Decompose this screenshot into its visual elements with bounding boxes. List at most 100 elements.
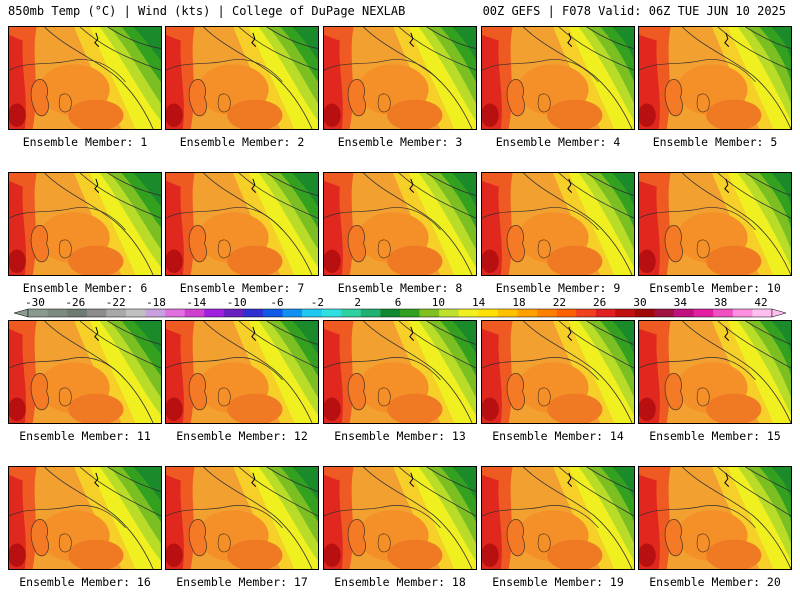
temperature-map	[639, 467, 791, 569]
colorbar-swatch	[28, 309, 48, 317]
ensemble-member-label: Ensemble Member: 8	[337, 281, 463, 295]
colorbar-swatch	[693, 309, 714, 317]
colorbar-tick-label: -22	[106, 296, 126, 309]
temperature-map	[324, 173, 476, 275]
colorbar-swatch	[86, 309, 107, 317]
colorbar-swatch	[106, 309, 127, 317]
colorbar-swatch	[47, 309, 68, 317]
colorbar-swatch	[223, 309, 244, 317]
ensemble-member-label: Ensemble Member: 13	[334, 429, 466, 443]
temperature-colorbar: -30 -26 -22 -18 -14 -10 -6 -2 2 6 10 14 18 22 26 30 34 38…	[13, 296, 787, 318]
temperature-map	[482, 173, 634, 275]
colorbar-swatch	[595, 309, 616, 317]
ensemble-member-label: Ensemble Member: 11	[19, 429, 151, 443]
ensemble-member-map	[638, 320, 792, 424]
colorbar-swatch	[360, 309, 381, 317]
ensemble-member-map	[638, 26, 792, 130]
ensemble-member-label: Ensemble Member: 2	[179, 135, 305, 149]
colorbar-swatch	[67, 309, 88, 317]
ensemble-member-label: Ensemble Member: 5	[652, 135, 778, 149]
temperature-map	[9, 321, 161, 423]
ensemble-member-label: Ensemble Member: 18	[334, 575, 466, 589]
ensemble-member-map	[638, 172, 792, 276]
colorbar-swatch	[341, 309, 362, 317]
ensemble-member-label: Ensemble Member: 1	[22, 135, 148, 149]
ensemble-member-label: Ensemble Member: 10	[649, 281, 781, 295]
colorbar-tick-label: 14	[472, 296, 486, 309]
ensemble-member-label: Ensemble Member: 17	[176, 575, 308, 589]
ensemble-member-label: Ensemble Member: 14	[492, 429, 624, 443]
colorbar-tick-label: -26	[65, 296, 85, 309]
ensemble-member-map	[165, 320, 319, 424]
colorbar-swatch	[302, 309, 322, 317]
colorbar-swatch	[262, 309, 283, 317]
ensemble-member-label: Ensemble Member: 12	[176, 429, 308, 443]
colorbar-tick-label: -2	[311, 296, 324, 309]
temperature-map	[639, 27, 791, 129]
colorbar-swatch	[204, 309, 225, 317]
ensemble-member-map	[8, 26, 162, 130]
colorbar-swatch	[145, 309, 166, 317]
temperature-map	[9, 173, 161, 275]
ensemble-member-map	[8, 466, 162, 570]
ensemble-member-label: Ensemble Member: 4	[495, 135, 621, 149]
ensemble-member-label: Ensemble Member: 9	[495, 281, 621, 295]
colorbar-tick-label: -30	[25, 296, 45, 309]
ensemble-member-map	[165, 466, 319, 570]
temperature-map	[639, 321, 791, 423]
ensemble-member-label: Ensemble Member: 7	[179, 281, 305, 295]
colorbar-swatch	[184, 309, 205, 317]
temperature-map	[482, 321, 634, 423]
temperature-map	[324, 467, 476, 569]
temperature-map	[482, 467, 634, 569]
ensemble-member-map	[323, 172, 477, 276]
temperature-map	[9, 27, 161, 129]
colorbar-swatch	[497, 309, 518, 317]
colorbar-swatch	[674, 309, 694, 317]
temperature-map	[166, 27, 318, 129]
temperature-map	[166, 321, 318, 423]
colorbar-tick-label: 6	[395, 296, 402, 309]
ensemble-member-map	[481, 320, 635, 424]
colorbar-swatch	[380, 309, 401, 317]
temperature-map	[482, 27, 634, 129]
ensemble-member-map	[481, 466, 635, 570]
colorbar-tick-label: 42	[754, 296, 767, 309]
colorbar-swatch	[576, 309, 597, 317]
colorbar-tick-label: 38	[714, 296, 727, 309]
colorbar-swatch	[654, 309, 675, 317]
colorbar-swatch	[165, 309, 185, 317]
colorbar-tick-label: -10	[227, 296, 247, 309]
colorbar-tick-label: 22	[553, 296, 566, 309]
colorbar-swatch	[752, 309, 773, 317]
colorbar-tick-label: -18	[146, 296, 166, 309]
colorbar-tick-label: 26	[593, 296, 606, 309]
ensemble-member-map	[165, 26, 319, 130]
colorbar-swatch	[732, 309, 753, 317]
colorbar-tick-label: 34	[674, 296, 688, 309]
colorbar-tick-label: -14	[186, 296, 206, 309]
colorbar-swatch	[537, 309, 557, 317]
colorbar-swatch	[282, 309, 303, 317]
ensemble-member-map	[8, 320, 162, 424]
ensemble-member-map	[481, 172, 635, 276]
colorbar-tick-label: 2	[354, 296, 361, 309]
run-info: 00Z GEFS | F078 Valid: 06Z TUE JUN 10 20…	[482, 4, 786, 18]
ensemble-member-map	[165, 172, 319, 276]
colorbar-swatch	[400, 309, 420, 317]
ensemble-member-map	[323, 26, 477, 130]
colorbar-swatch	[419, 309, 440, 317]
map-title: 850mb Temp (°C) | Wind (kts) | College o…	[8, 4, 406, 18]
ensemble-member-map	[323, 466, 477, 570]
temperature-map	[9, 467, 161, 569]
colorbar-swatch	[634, 309, 655, 317]
colorbar-swatch	[478, 309, 499, 317]
temperature-map	[324, 27, 476, 129]
colorbar-swatch	[439, 309, 460, 317]
colorbar-tick-label: 30	[633, 296, 646, 309]
ensemble-member-label: Ensemble Member: 16	[19, 575, 151, 589]
colorbar-swatch	[125, 309, 146, 317]
ensemble-member-label: Ensemble Member: 19	[492, 575, 624, 589]
colorbar-swatch	[615, 309, 636, 317]
colorbar-swatch	[243, 309, 264, 317]
